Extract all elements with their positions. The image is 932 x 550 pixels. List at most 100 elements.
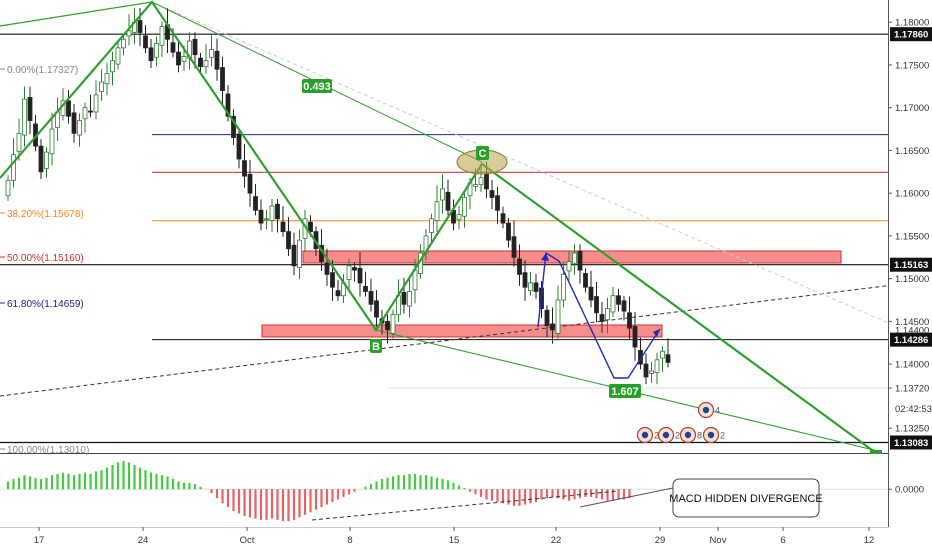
event-badge: 8	[679, 426, 702, 444]
time-label: 12	[864, 535, 875, 546]
candle	[654, 352, 660, 385]
candle-body	[506, 222, 511, 241]
candle	[115, 40, 121, 70]
blue-projection-arrowhead	[653, 329, 660, 337]
candle-body	[533, 282, 539, 292]
fib-label: 50.00%(1.15160)	[7, 253, 84, 264]
time-label: 29	[655, 535, 666, 546]
fib-label: 100.00%(1.13010)	[7, 445, 89, 456]
candle-body	[511, 236, 517, 258]
candle-body	[583, 273, 588, 288]
flag-icon-center	[702, 406, 710, 414]
ratio-label-bc: 0.493	[302, 79, 332, 93]
candle	[71, 103, 77, 143]
event-count: 2	[720, 431, 725, 441]
axis-tick-label: 1.15500	[895, 231, 929, 242]
candle-body	[280, 221, 286, 233]
candle	[660, 346, 665, 372]
candle-body	[115, 47, 121, 65]
candle-body	[88, 110, 93, 113]
candle-body	[324, 262, 330, 275]
candle	[616, 288, 621, 312]
candle-body	[247, 173, 253, 194]
candle-body	[330, 272, 335, 288]
candle-body	[577, 250, 583, 271]
candle	[110, 51, 115, 86]
candle-body	[126, 30, 132, 37]
candle-body	[264, 218, 269, 221]
candle	[77, 113, 82, 147]
candle	[27, 86, 33, 135]
annotations: MACD HIDDEN DIVERGENCE	[579, 478, 823, 518]
candle	[368, 278, 374, 312]
candle-body	[121, 38, 126, 49]
candle-body	[352, 267, 357, 271]
flag-icon-center	[641, 431, 649, 439]
callout-text: MACD HIDDEN DIVERGENCE	[669, 493, 822, 505]
candle-body	[335, 290, 341, 297]
axis-tick-label: 1.14000	[895, 360, 929, 371]
candle	[506, 217, 511, 248]
candle	[264, 209, 269, 230]
supply-demand-zones	[261, 250, 842, 338]
time-label: 24	[138, 535, 149, 546]
candle-body	[93, 94, 99, 113]
candle-body	[500, 213, 506, 224]
event-badge: 2	[636, 426, 659, 444]
candle-body	[49, 128, 55, 155]
candle-body	[605, 308, 610, 321]
candle-body	[544, 309, 550, 327]
candle	[489, 179, 495, 209]
macd-divergence-line	[311, 490, 619, 521]
candle	[66, 90, 71, 124]
macd-histogram	[0, 461, 888, 522]
axis-background	[888, 0, 932, 550]
candle-body	[462, 197, 467, 217]
candle	[594, 282, 599, 323]
candle-body	[5, 179, 11, 197]
candle	[517, 244, 522, 286]
candle-body	[258, 209, 264, 224]
candle-body	[368, 291, 374, 305]
candle-body	[297, 239, 302, 268]
candle-body	[38, 145, 44, 173]
price-label-text: 1.13083	[894, 438, 928, 449]
candle-body	[44, 151, 49, 169]
candle-body	[236, 133, 242, 160]
candle	[632, 311, 638, 361]
candle-body	[555, 299, 561, 334]
candle	[214, 38, 220, 81]
candle	[605, 297, 610, 334]
candle	[44, 147, 49, 178]
candle-body	[621, 300, 627, 312]
label-b-box	[370, 339, 382, 353]
price-label-text: 1.17860	[894, 30, 928, 41]
candle-body	[220, 67, 225, 92]
fib-label: 0.00%(1.17327)	[7, 65, 78, 76]
grid	[0, 453, 932, 528]
candle-body	[104, 73, 110, 85]
candle	[599, 301, 605, 333]
candle	[93, 80, 99, 120]
candle-body	[214, 50, 220, 70]
event-badges: 2 2 8 2 4	[636, 401, 725, 444]
pattern-end-marker	[870, 450, 882, 454]
fib-label: 61.80%(1.14659)	[7, 299, 84, 310]
candle-body	[148, 47, 154, 62]
candle	[363, 271, 368, 297]
candle-body	[616, 295, 621, 305]
candle	[495, 186, 500, 224]
candle	[610, 286, 616, 318]
candle-body	[154, 43, 159, 58]
time-label: 15	[449, 535, 460, 546]
candle-body	[660, 350, 665, 359]
candle-body	[357, 267, 363, 284]
candle	[643, 353, 649, 385]
event-badge: 2	[657, 426, 680, 444]
candle-body	[456, 214, 462, 221]
ratio-label-cd-box	[609, 384, 641, 398]
dashed-trendline	[0, 284, 894, 397]
candle-body	[308, 221, 313, 233]
